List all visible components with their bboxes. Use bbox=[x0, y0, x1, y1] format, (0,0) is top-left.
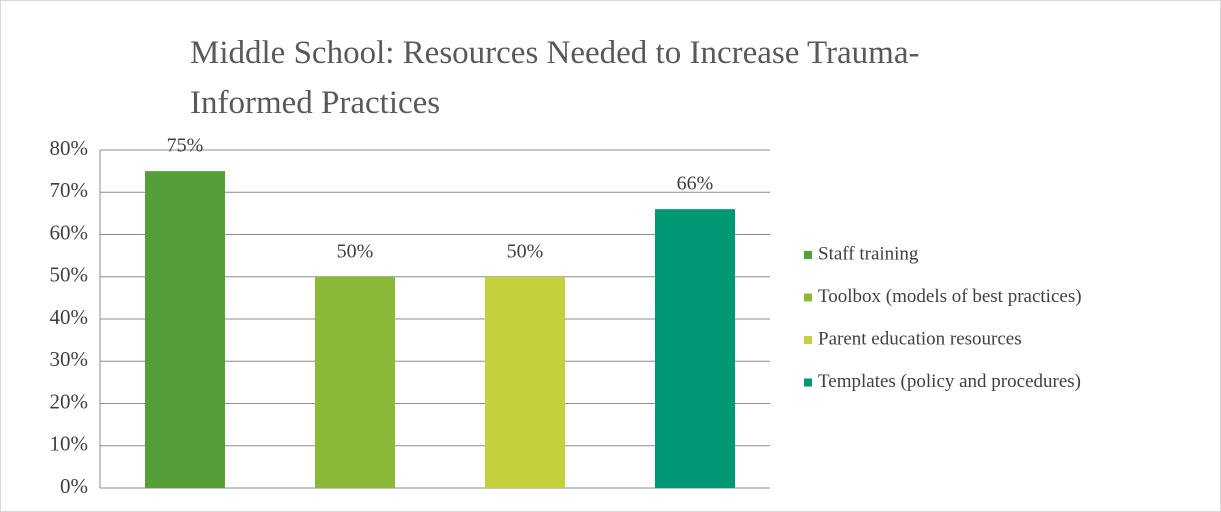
value-label: 75% bbox=[167, 135, 204, 157]
y-tick-label: 50% bbox=[50, 263, 89, 287]
legend-swatch bbox=[804, 293, 812, 302]
y-tick-label: 40% bbox=[50, 305, 89, 329]
bar bbox=[145, 171, 225, 488]
legend-swatch bbox=[804, 336, 812, 344]
legend-label: Toolbox (models of best practices) bbox=[818, 286, 1082, 307]
y-tick-label: 0% bbox=[60, 474, 88, 498]
legend-label: Staff training bbox=[818, 243, 919, 264]
legend-label: Parent education resources bbox=[818, 328, 1022, 349]
legend-label: Templates (policy and procedures) bbox=[818, 371, 1081, 392]
legend-swatch bbox=[804, 378, 812, 387]
y-tick-label: 70% bbox=[50, 178, 89, 202]
chart-title: Middle School: Resources Needed to Incre… bbox=[190, 35, 920, 121]
bar bbox=[655, 209, 735, 488]
y-tick-label: 80% bbox=[50, 136, 89, 160]
value-label: 50% bbox=[337, 240, 374, 262]
bar bbox=[315, 276, 395, 488]
value-label: 66% bbox=[677, 173, 714, 195]
y-tick-label: 10% bbox=[50, 432, 89, 456]
y-tick-label: 30% bbox=[50, 347, 89, 371]
y-tick-label: 60% bbox=[50, 220, 89, 244]
legend-swatch bbox=[804, 251, 812, 259]
bar bbox=[485, 276, 565, 488]
value-label: 50% bbox=[507, 240, 544, 262]
y-tick-label: 20% bbox=[50, 389, 89, 413]
